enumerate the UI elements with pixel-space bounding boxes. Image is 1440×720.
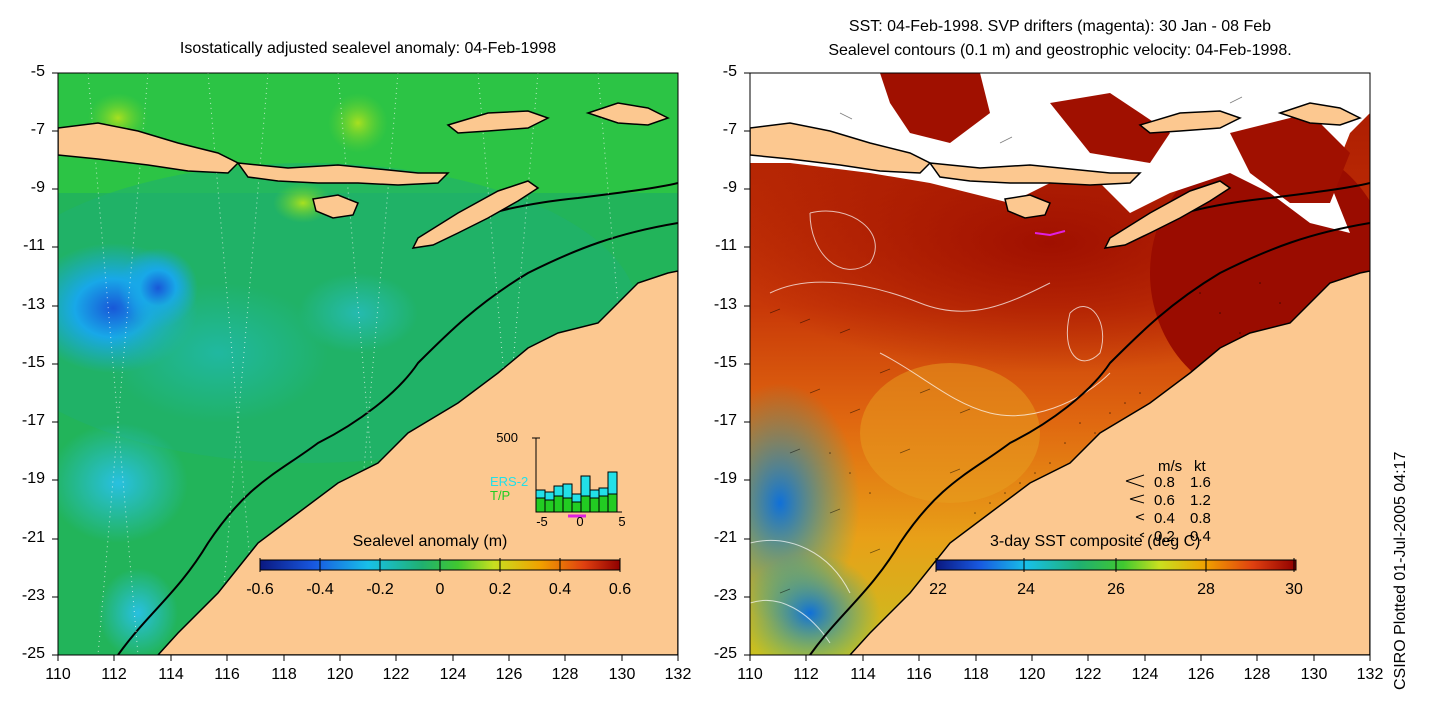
left-lat-tick: -19 bbox=[21, 470, 45, 487]
right-lat-tick: -19 bbox=[713, 470, 737, 487]
right-lon-tick: 118 bbox=[963, 666, 989, 683]
australia-landmass bbox=[156, 270, 678, 655]
right-lat-tick: -15 bbox=[713, 354, 737, 371]
left-lon-tick: 118 bbox=[271, 666, 297, 683]
right-lon-tick: 112 bbox=[793, 666, 819, 683]
legend-header-ms: m/s bbox=[1158, 458, 1182, 475]
legend-row-kt: 1.2 bbox=[1190, 492, 1211, 509]
left-colorbar bbox=[259, 558, 621, 572]
left-lon-tick: 128 bbox=[551, 666, 579, 683]
right-lat-tick: -11 bbox=[715, 237, 737, 254]
plot-credit: CSIRO Plotted 01-Jul-2005 04:17 bbox=[1392, 451, 1409, 690]
right-lon-tick: 120 bbox=[1018, 666, 1046, 683]
right-lat-tick: -5 bbox=[722, 63, 737, 80]
right-colorbar bbox=[935, 558, 1297, 572]
left-cbar-tick: -0.6 bbox=[246, 581, 274, 598]
sealevel-anomaly-map bbox=[58, 73, 678, 655]
left-lon-tick: 112 bbox=[101, 666, 127, 683]
right-lat-tick: -7 bbox=[722, 121, 737, 138]
inset-xtick-5: 5 bbox=[618, 514, 625, 528]
right-lat-tick: -21 bbox=[713, 529, 737, 546]
right-lon-tick: 110 bbox=[737, 666, 763, 683]
right-cbar-tick: 28 bbox=[1197, 581, 1215, 598]
left-lat-tick: -15 bbox=[21, 354, 45, 371]
legend-row-ms: 0.8 bbox=[1154, 474, 1175, 491]
inset-series-tp: T/P bbox=[490, 488, 510, 503]
left-lat-tick: -17 bbox=[21, 412, 45, 429]
left-lon-tick: 130 bbox=[608, 666, 636, 683]
legend-row-ms: 0.2 bbox=[1154, 528, 1175, 545]
legend-row-ms: 0.4 bbox=[1154, 510, 1175, 527]
sst-map bbox=[750, 73, 1370, 655]
sumba-island bbox=[312, 194, 359, 219]
inset-xtick-minus5: -5 bbox=[536, 514, 548, 528]
left-cbar-tick: 0.2 bbox=[488, 581, 512, 598]
legend-row-kt: 1.6 bbox=[1190, 474, 1211, 491]
left-lat-tick: -13 bbox=[21, 296, 45, 313]
right-lon-tick: 116 bbox=[906, 666, 932, 683]
left-lat-tick: -21 bbox=[21, 529, 45, 546]
inset-ymax-label: 500 bbox=[496, 430, 518, 445]
left-lon-tick: 122 bbox=[382, 666, 410, 683]
left-cbar-tick: 0.4 bbox=[548, 581, 572, 598]
left-map-title: Isostatically adjusted sealevel anomaly:… bbox=[179, 40, 557, 57]
right-lon-tick: 130 bbox=[1300, 666, 1328, 683]
right-lat-tick: -25 bbox=[713, 645, 737, 662]
right-cbar-tick: 26 bbox=[1107, 581, 1125, 598]
left-lon-tick: 114 bbox=[158, 666, 184, 683]
velocity-legend: m/s kt 0.8 1.6 0.6 1.2 0.4 0.8 0.2 0.4 bbox=[1125, 458, 1211, 545]
legend-row-ms: 0.6 bbox=[1154, 492, 1175, 509]
left-lon-tick: 132 bbox=[664, 666, 692, 683]
right-lon-tick: 132 bbox=[1356, 666, 1384, 683]
right-lon-tick: 114 bbox=[850, 666, 876, 683]
right-cbar-tick: 22 bbox=[929, 581, 947, 598]
left-cbar-tick: 0.6 bbox=[608, 581, 632, 598]
right-cbar-tick: 30 bbox=[1285, 581, 1303, 598]
left-cbar-tick: -0.2 bbox=[366, 581, 394, 598]
legend-header-kt: kt bbox=[1194, 458, 1207, 475]
svp-drifter-track bbox=[1034, 230, 1066, 237]
left-lat-tick: -5 bbox=[30, 63, 45, 80]
legend-row-kt: 0.8 bbox=[1190, 510, 1211, 527]
inset-series-ers2: ERS-2 bbox=[490, 474, 528, 489]
right-axis-frame bbox=[744, 72, 1371, 661]
right-lat-tick: -13 bbox=[713, 296, 737, 313]
right-map-title-line2: Sealevel contours (0.1 m) and geostrophi… bbox=[828, 42, 1292, 59]
left-lon-tick: 124 bbox=[439, 666, 467, 683]
altimeter-coverage-histogram: 500 ERS-2 T/P -5 0 5 bbox=[490, 430, 626, 528]
java-island bbox=[58, 122, 240, 174]
right-colorbar-label: 3-day SST composite (deg C) bbox=[990, 533, 1201, 550]
left-lat-tick: -23 bbox=[21, 587, 45, 604]
left-cbar-tick: -0.4 bbox=[306, 581, 334, 598]
right-map-title-line1: SST: 04-Feb-1998. SVP drifters (magenta)… bbox=[848, 18, 1272, 35]
left-lat-tick: -9 bbox=[30, 179, 45, 196]
left-lat-tick: -7 bbox=[30, 121, 45, 138]
left-cbar-tick: 0 bbox=[435, 581, 445, 598]
right-lat-tick: -17 bbox=[713, 412, 737, 429]
right-lon-tick: 124 bbox=[1131, 666, 1159, 683]
right-cbar-tick: 24 bbox=[1017, 581, 1035, 598]
right-lon-tick: 122 bbox=[1074, 666, 1102, 683]
left-colorbar-label: Sealevel anomaly (m) bbox=[352, 533, 508, 550]
left-lon-tick: 126 bbox=[495, 666, 523, 683]
left-lon-tick: 120 bbox=[326, 666, 354, 683]
left-lon-tick: 116 bbox=[214, 666, 240, 683]
legend-row-kt: 0.4 bbox=[1190, 528, 1211, 545]
left-lat-tick: -25 bbox=[21, 645, 45, 662]
right-lat-tick: -9 bbox=[722, 179, 737, 196]
inset-xtick-0: 0 bbox=[576, 514, 583, 528]
timor-island bbox=[411, 180, 540, 249]
left-lat-tick: -11 bbox=[23, 237, 45, 254]
left-lon-tick: 110 bbox=[45, 666, 71, 683]
right-lon-tick: 126 bbox=[1187, 666, 1215, 683]
left-axis-frame bbox=[52, 72, 679, 661]
australia-landmass-right bbox=[848, 270, 1370, 655]
bali-lombok-islands bbox=[236, 162, 450, 186]
right-lon-tick: 128 bbox=[1243, 666, 1271, 683]
right-lat-tick: -23 bbox=[713, 587, 737, 604]
